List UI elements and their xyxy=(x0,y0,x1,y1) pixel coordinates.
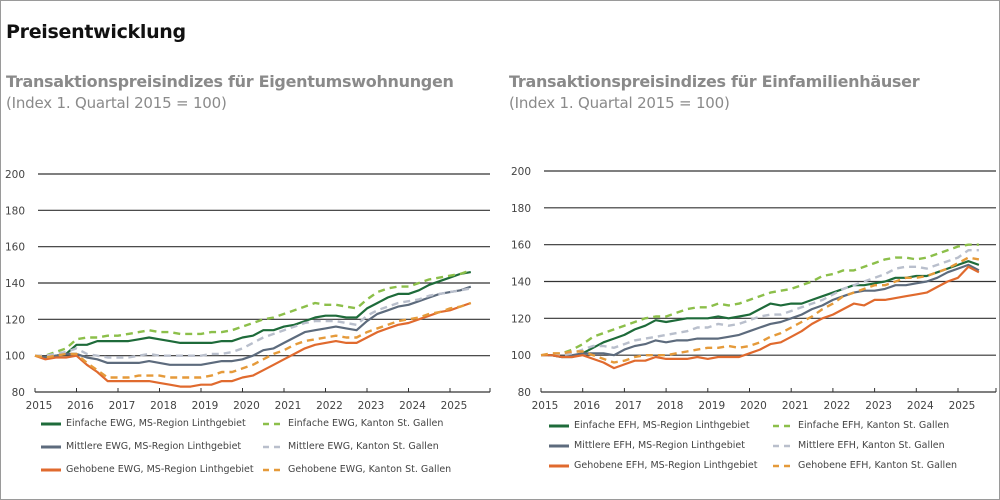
legend-item: Einfache EFH, MS-Region Linthgebiet xyxy=(548,420,750,431)
legend-label: Mittlere EFH, MS-Region Linthgebiet xyxy=(574,440,745,451)
legend-label: Einfache EWG, MS-Region Linthgebiet xyxy=(66,418,246,429)
legend-item: Gehobene EFH, MS-Region Linthgebiet xyxy=(548,460,757,471)
y-tick-label: 180 xyxy=(5,205,25,217)
legend-item: Gehobene EFH, Kanton St. Gallen xyxy=(772,460,957,471)
legend-item: Einfache EWG, MS-Region Linthgebiet xyxy=(40,418,246,429)
legend-swatch xyxy=(41,468,61,471)
legend-label: Gehobene EWG, Kanton St. Gallen xyxy=(288,464,452,475)
chart-efh: 80 100 120 140 160 180 200 2015 2016 2017 2018 2019… xyxy=(511,166,997,412)
chart-ewg: 80 100 120 140 160 180 200 2015 2016 2017 2018 2019… xyxy=(5,169,491,412)
x-tick-label: 2019 xyxy=(698,400,725,412)
legend-swatch xyxy=(549,424,569,427)
series-line-3 xyxy=(34,285,472,366)
x-tick-label: 2016 xyxy=(573,400,600,412)
y-tick-label: 160 xyxy=(511,240,531,252)
legend-swatch xyxy=(263,422,283,425)
x-tick-label: 2017 xyxy=(615,400,642,412)
x-tick-label: 2025 xyxy=(441,400,468,412)
legend-item: Mittlere EFH, Kanton St. Gallen xyxy=(772,440,945,451)
y-tick-label: 200 xyxy=(511,166,531,178)
series-line-6 xyxy=(34,301,472,379)
x-tick-label: 2023 xyxy=(865,400,892,412)
x-tick-label: 2024 xyxy=(399,400,426,412)
x-tick-label: 2017 xyxy=(109,400,136,412)
y-tick-label: 160 xyxy=(5,242,25,254)
legend-label: Einfache EFH, MS-Region Linthgebiet xyxy=(574,420,750,431)
legend-label: Mittlere EWG, Kanton St. Gallen xyxy=(288,441,439,452)
y-tick-label: 80 xyxy=(518,387,531,399)
x-tick-label: 2021 xyxy=(275,400,302,412)
legend-swatch xyxy=(263,445,283,448)
series-line-6 xyxy=(540,256,980,364)
series-line-1 xyxy=(34,271,471,359)
series-line-5 xyxy=(34,301,472,388)
series-line-3 xyxy=(541,263,980,359)
legend-label: Einfache EWG, Kanton St. Gallen xyxy=(288,418,444,429)
legend-item: Gehobene EWG, MS-Region Linthgebiet xyxy=(40,464,254,475)
legend-label: Gehobene EFH, MS-Region Linthgebiet xyxy=(574,460,758,471)
chart-title-ewg: Transaktionspreisindizes für Eigentumswo… xyxy=(6,72,454,91)
series-line-2 xyxy=(541,243,979,357)
page-title: Preisentwicklung xyxy=(6,21,186,43)
y-tick-label: 100 xyxy=(511,350,531,362)
legend-label: Einfache EFH, Kanton St. Gallen xyxy=(798,420,950,431)
y-tick-label: 180 xyxy=(511,203,531,215)
legend-swatch xyxy=(263,468,283,471)
legend-item: Mittlere EFH, MS-Region Linthgebiet xyxy=(548,440,745,451)
legend-label: Mittlere EFH, Kanton St. Gallen xyxy=(798,440,945,451)
legend-item: Einfache EFH, Kanton St. Gallen xyxy=(772,420,949,431)
x-tick-label: 2025 xyxy=(949,400,976,412)
y-tick-label: 120 xyxy=(511,313,531,325)
x-tick-label: 2024 xyxy=(907,400,934,412)
x-tick-label: 2022 xyxy=(824,400,851,412)
legend-item: Mittlere EWG, MS-Region Linthgebiet xyxy=(40,441,241,452)
chart-subtitle-efh: (Index 1. Quartal 2015 = 100) xyxy=(509,94,730,112)
y-tick-label: 200 xyxy=(5,169,25,181)
legend-item: Einfache EWG, Kanton St. Gallen xyxy=(262,418,443,429)
series-line-1 xyxy=(541,260,980,359)
x-tick-label: 2022 xyxy=(316,400,343,412)
legend-label: Gehobene EWG, MS-Region Linthgebiet xyxy=(66,464,254,475)
series-line-2 xyxy=(35,269,472,357)
x-tick-label: 2020 xyxy=(233,400,260,412)
series-line-4 xyxy=(541,248,979,357)
legend-swatch xyxy=(41,445,61,448)
x-tick-label: 2021 xyxy=(782,400,809,412)
x-tick-label: 2018 xyxy=(657,400,684,412)
x-tick-label: 2016 xyxy=(67,400,94,412)
legend-item: Mittlere EWG, Kanton St. Gallen xyxy=(262,441,439,452)
y-tick-label: 100 xyxy=(5,351,25,363)
x-tick-label: 2015 xyxy=(532,400,559,412)
legend-swatch xyxy=(41,422,61,425)
y-tick-label: 120 xyxy=(5,314,25,326)
x-tick-label: 2015 xyxy=(26,400,53,412)
legend-swatch xyxy=(549,444,569,447)
y-tick-label: 80 xyxy=(12,387,25,399)
legend-swatch xyxy=(549,464,569,467)
y-tick-label: 140 xyxy=(5,278,25,290)
x-tick-label: 2018 xyxy=(150,400,177,412)
y-tick-label: 140 xyxy=(511,277,531,289)
legend-item: Gehobene EWG, Kanton St. Gallen xyxy=(262,464,451,475)
series-line-4 xyxy=(35,287,472,359)
legend-swatch xyxy=(773,424,793,427)
chart-title-efh: Transaktionspreisindizes für Einfamilien… xyxy=(509,72,920,91)
chart-subtitle-ewg: (Index 1. Quartal 2015 = 100) xyxy=(6,94,227,112)
x-tick-label: 2019 xyxy=(192,400,219,412)
x-tick-label: 2023 xyxy=(358,400,385,412)
series-line-5 xyxy=(541,265,980,370)
legend-swatch xyxy=(773,444,793,447)
legend-swatch xyxy=(773,464,793,467)
legend-label: Mittlere EWG, MS-Region Linthgebiet xyxy=(66,441,242,452)
x-tick-label: 2020 xyxy=(740,400,767,412)
legend-label: Gehobene EFH, Kanton St. Gallen xyxy=(798,460,958,471)
